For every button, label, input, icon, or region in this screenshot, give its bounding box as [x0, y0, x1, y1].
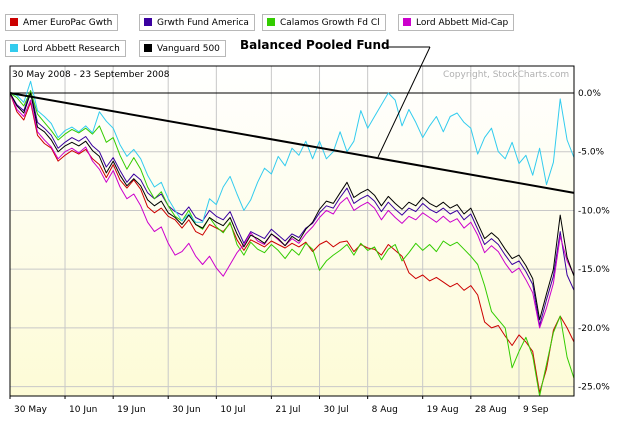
axis-layer [9, 65, 575, 399]
y-tick-label: -15.0% [578, 265, 610, 275]
legend-label: Vanguard 500 [157, 44, 220, 54]
x-tick-label: 9 Sep [523, 405, 549, 415]
annotation-label: Balanced Pooled Fund [240, 38, 390, 52]
x-tick-label: 19 Aug [427, 405, 459, 415]
legend-label: Amer EuroPac Gwth [23, 18, 113, 28]
trend-layer [9, 46, 575, 194]
x-tick-label: 10 Jun [69, 405, 97, 415]
series-line [10, 92, 574, 329]
series-layer [10, 80, 574, 396]
x-tick-label: 30 Jul [324, 405, 349, 415]
y-tick-label: -5.0% [578, 148, 605, 158]
legend-swatch [144, 18, 152, 26]
legend-label: Grwth Fund America [157, 18, 249, 28]
x-tick-label: 21 Jul [275, 405, 300, 415]
grid [9, 66, 574, 396]
x-tick-label: 19 Jun [117, 405, 145, 415]
legend-label: Lord Abbett Mid-Cap [416, 18, 509, 28]
y-axis-labels: 0.0% -5.0% -10.0% -15.0% -20.0% -25.0% [578, 89, 610, 393]
x-tick-label: 8 Aug [372, 405, 398, 415]
series-line [10, 80, 574, 223]
x-tick-label: 28 Aug [475, 405, 507, 415]
legend-swatch [403, 18, 411, 26]
date-range: 30 May 2008 - 23 September 2008 [12, 70, 170, 80]
trend-line [9, 92, 575, 194]
series-line [10, 90, 574, 396]
plot-border [9, 65, 575, 397]
legend-swatch [10, 44, 18, 52]
x-tick-label: 30 Jun [172, 405, 200, 415]
legend-label: Lord Abbett Research [23, 44, 120, 54]
annotation-pointer [377, 46, 431, 158]
y-tick-label: -25.0% [578, 383, 610, 393]
plot-area [10, 66, 574, 396]
copyright-text: Copyright, StockCharts.com [443, 70, 570, 80]
legend-swatch [267, 18, 275, 26]
legend-item: Lord Abbett Research [5, 40, 126, 57]
legend-item: Amer EuroPac Gwth [5, 14, 119, 31]
legend-label: Calamos Growth Fd Cl [280, 18, 380, 28]
x-tick-label: 30 May [14, 405, 48, 415]
legend-swatch [10, 18, 18, 26]
y-tick-label: -10.0% [578, 206, 610, 216]
legend-item: Grwth Fund America [139, 14, 255, 31]
legend-item: Calamos Growth Fd Cl [262, 14, 386, 31]
y-tick-label: 0.0% [578, 89, 601, 99]
legend-swatch [144, 44, 152, 52]
y-tick-label: -20.0% [578, 324, 610, 334]
series-line [10, 92, 574, 321]
series-line [10, 92, 574, 393]
x-tick-label: 10 Jul [220, 405, 245, 415]
legend-item: Vanguard 500 [139, 40, 226, 57]
legend-item: Lord Abbett Mid-Cap [398, 14, 515, 31]
x-axis-labels: 30 May 10 Jun 19 Jun 30 Jun 10 Jul 21 Jul 30 J… [14, 405, 549, 415]
series-line [10, 90, 574, 326]
